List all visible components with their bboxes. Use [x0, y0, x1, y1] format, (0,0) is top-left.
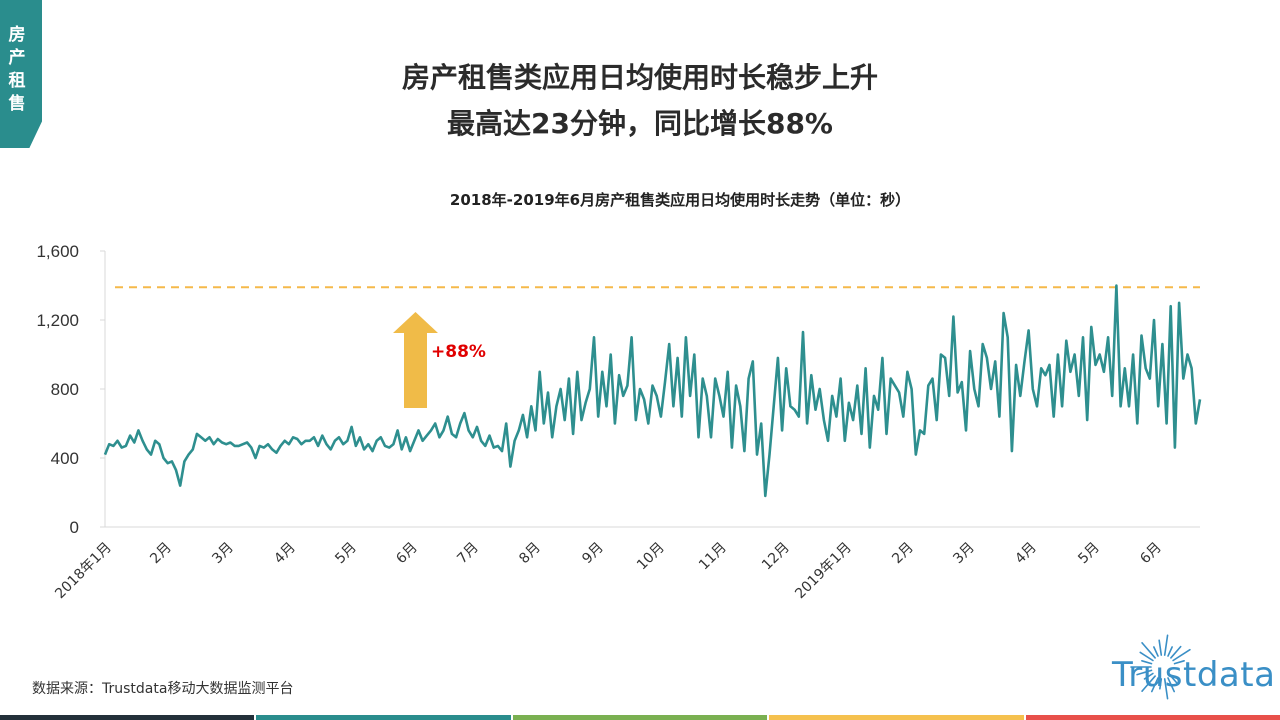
svg-text:0: 0	[70, 518, 79, 537]
footer-bar-segment	[256, 715, 511, 720]
footer-bar-segment	[1025, 715, 1280, 720]
svg-text:400: 400	[51, 449, 79, 468]
svg-text:11月: 11月	[696, 540, 730, 574]
svg-text:1,600: 1,600	[36, 242, 79, 261]
svg-text:5月: 5月	[332, 540, 360, 568]
svg-text:7月: 7月	[454, 540, 482, 568]
svg-text:10月: 10月	[634, 540, 668, 574]
trustdata-logo-text: Trustdata	[1112, 655, 1276, 695]
growth-annotation-label: +88%	[431, 342, 486, 362]
svg-text:2019年1月: 2019年1月	[792, 540, 855, 603]
svg-text:4月: 4月	[1012, 540, 1040, 568]
footer-color-bar	[0, 715, 1280, 720]
growth-arrow-icon	[393, 312, 438, 408]
svg-text:6月: 6月	[1137, 540, 1165, 568]
svg-text:8月: 8月	[516, 540, 544, 568]
y-axis: 0 400 800 1,200 1,600	[36, 242, 106, 537]
svg-text:3月: 3月	[209, 540, 237, 568]
svg-text:2018年1月: 2018年1月	[52, 540, 115, 603]
page-title-line2: 最高达23分钟，同比增长88%	[447, 107, 833, 140]
footer-bar-segment	[0, 715, 255, 720]
category-tab: 房产租售	[0, 0, 42, 148]
footer-bar-segment	[769, 715, 1024, 720]
svg-text:3月: 3月	[950, 540, 978, 568]
category-tab-label: 房产租售	[8, 25, 26, 114]
data-source-note: 数据来源：Trustdata移动大数据监测平台	[32, 681, 294, 697]
svg-text:800: 800	[51, 380, 79, 399]
x-axis: 2018年1月 2月 3月 4月 5月 6月 7月 8月 9月 10月 11月 12月 2019年1月 2…	[52, 526, 1200, 603]
chart-title: 2018年-2019年6月房产租售类应用日均使用时长走势（单位：秒）	[449, 191, 911, 209]
line-chart: 0 400 800 1,200 1,600 2018年1月 2月 3月 4月 5月 6月 7月 8月 9…	[36, 242, 1202, 603]
footer-bar-segment	[512, 715, 768, 720]
svg-text:2月: 2月	[889, 540, 917, 568]
svg-text:9月: 9月	[579, 540, 607, 568]
svg-text:12月: 12月	[759, 540, 793, 574]
svg-text:6月: 6月	[393, 540, 421, 568]
trustdata-sunburst-logo-icon	[1130, 634, 1191, 700]
duration-series-line	[103, 284, 1202, 498]
svg-text:4月: 4月	[271, 540, 299, 568]
page-title-line1: 房产租售类应用日均使用时长稳步上升	[401, 61, 878, 94]
svg-text:2月: 2月	[147, 540, 175, 568]
svg-text:5月: 5月	[1075, 540, 1103, 568]
svg-text:1,200: 1,200	[36, 311, 79, 330]
